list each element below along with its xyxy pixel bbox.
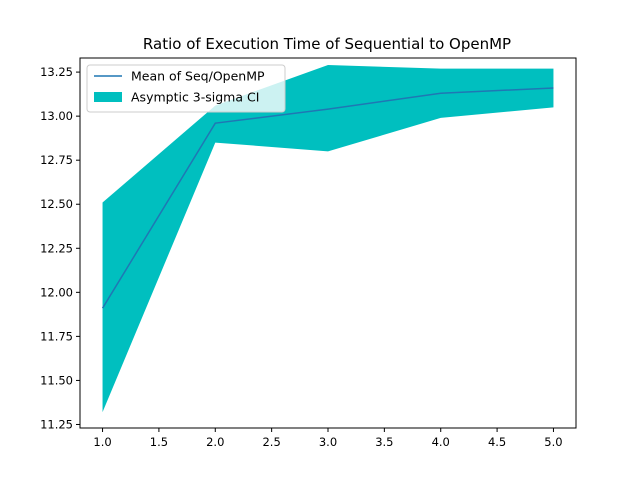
x-tick-label: 2.0 xyxy=(206,435,224,449)
mean-line-layer xyxy=(101,87,554,309)
y-tick-label: 11.50 xyxy=(40,373,73,387)
y-axis: 11.25 11.50 11.75 12.00 12.25 12.50 12.75 13.00… xyxy=(40,65,80,431)
y-tick-label: 12.25 xyxy=(40,241,73,255)
legend-ci-swatch xyxy=(94,92,122,102)
plot-area xyxy=(79,57,577,429)
y-tick-label: 13.25 xyxy=(40,65,73,79)
legend: Mean of Seq/OpenMP Asymptic 3-sigma CI xyxy=(86,64,286,113)
ci-band-layer xyxy=(102,65,554,413)
legend-ci-label: Asymptic 3-sigma CI xyxy=(131,90,259,105)
ci-band xyxy=(102,65,554,413)
x-tick-label: 3.0 xyxy=(319,435,337,449)
x-tick-label: 2.5 xyxy=(262,435,280,449)
x-tick-label: 4.0 xyxy=(432,435,450,449)
y-tick-label: 12.50 xyxy=(40,197,73,211)
chart-title: Ratio of Execution Time of Sequential to… xyxy=(143,35,511,53)
x-tick-label: 1.5 xyxy=(150,435,168,449)
y-tick-label: 13.00 xyxy=(40,109,73,123)
y-tick-label: 11.25 xyxy=(40,417,73,431)
legend-mean-label: Mean of Seq/OpenMP xyxy=(131,69,265,84)
x-tick-label: 1.0 xyxy=(93,435,111,449)
y-tick-label: 12.00 xyxy=(40,285,73,299)
x-axis: 1.0 1.5 2.0 2.5 3.0 3.5 4.0 4.5 5.0 xyxy=(93,428,563,449)
x-tick-label: 3.5 xyxy=(375,435,393,449)
x-tick-label: 5.0 xyxy=(544,435,562,449)
y-tick-label: 11.75 xyxy=(40,329,73,343)
legend-box xyxy=(86,64,286,113)
x-tick-label: 4.5 xyxy=(488,435,506,449)
y-tick-label: 12.75 xyxy=(40,153,73,167)
